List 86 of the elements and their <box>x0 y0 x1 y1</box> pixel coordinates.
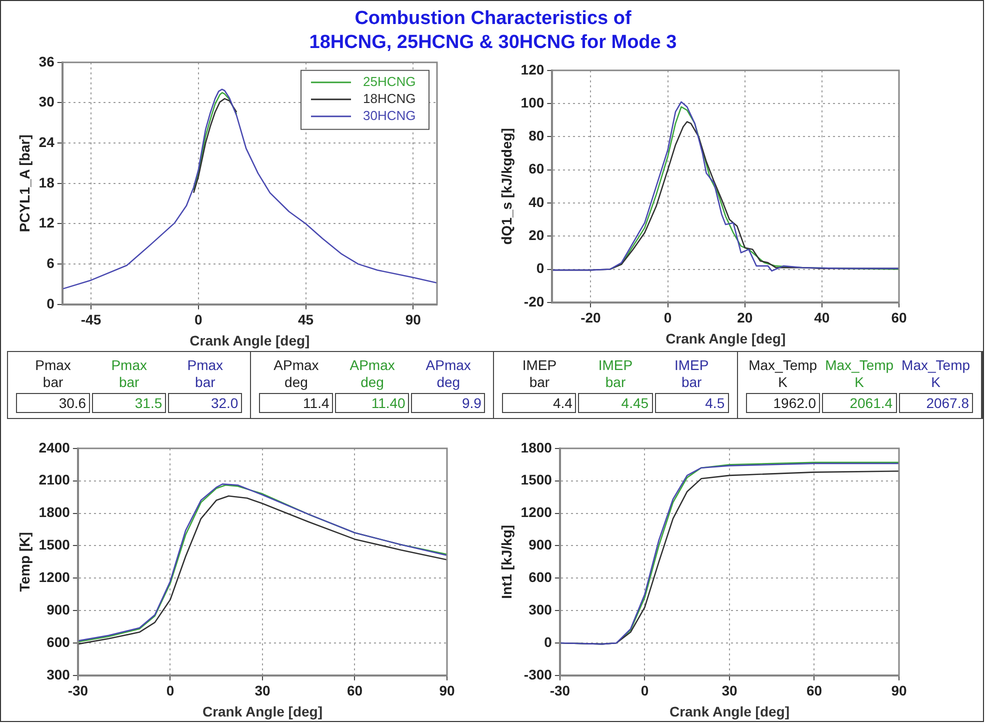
legend-label: 18HCNG <box>363 90 416 106</box>
x-axis-title: Crank Angle [deg] <box>669 703 790 720</box>
data-label: 11.4 <box>259 393 334 413</box>
x-tick-label: 90 <box>891 682 907 699</box>
category-label: IMEP bar <box>674 357 709 390</box>
y-tick-label: 6 <box>46 254 55 271</box>
x-tick-label: 90 <box>439 682 455 699</box>
x-tick-label: 60 <box>346 682 363 699</box>
category-label: IMEP bar <box>598 357 633 390</box>
x-tick-label: 0 <box>194 312 202 328</box>
data-label: 2067.8 <box>898 393 974 413</box>
data-label: 1962.0 <box>746 393 820 413</box>
category-label: Max_Temp K <box>825 357 894 390</box>
x-tick-label: -30 <box>68 682 88 699</box>
y-axis-title: dQ1_s [kJ/kgdeg] <box>498 128 514 245</box>
x-tick-label: -20 <box>580 310 602 326</box>
data-label: 11.40 <box>335 393 410 413</box>
x-tick-label: 20 <box>737 310 753 326</box>
y-tick-label: 30 <box>38 94 55 110</box>
y-tick-label: -300 <box>524 666 552 682</box>
data-label: 4.45 <box>578 393 653 413</box>
x-tick-label: 60 <box>806 682 822 699</box>
y-tick-label: 900 <box>528 536 552 553</box>
x-axis-title: Crank Angle [deg] <box>190 332 310 348</box>
data-label: 9.9 <box>411 393 486 413</box>
x-tick-label: 30 <box>722 682 738 699</box>
y-tick-label: 40 <box>528 194 544 210</box>
y-tick-label: 1800 <box>520 439 552 456</box>
data-label: 4.5 <box>654 393 729 413</box>
y-tick-label: 24 <box>38 134 55 150</box>
data-label: 32.0 <box>168 393 242 413</box>
y-tick-label: 100 <box>520 94 544 110</box>
y-tick-label: 0 <box>536 260 544 276</box>
y-tick-label: 300 <box>46 666 70 682</box>
y-tick-label: 600 <box>528 568 552 585</box>
y-axis-title: PCYL1_A [bar] <box>16 134 32 232</box>
data-label: 31.5 <box>92 393 166 413</box>
y-tick-label: 1500 <box>520 472 552 488</box>
category-label: Max_Temp K <box>902 357 970 390</box>
legend-label: 25HCNG <box>363 74 416 89</box>
x-tick-label: 30 <box>254 682 270 699</box>
category-label: APmax deg <box>350 357 395 390</box>
y-tick-label: 900 <box>46 601 70 618</box>
category-label: Pmax bar <box>111 357 147 390</box>
y-tick-label: 600 <box>46 634 70 650</box>
category-label: Pmax bar <box>187 357 224 390</box>
y-tick-label: 20 <box>528 226 544 243</box>
y-tick-label: 1500 <box>38 536 70 553</box>
legend-label: 30HCNG <box>363 108 416 123</box>
y-tick-label: 120 <box>520 61 544 78</box>
y-axis-title: Temp [K] <box>16 532 32 592</box>
x-tick-label: -45 <box>80 312 102 328</box>
x-axis-title: Crank Angle [deg] <box>666 330 786 346</box>
x-tick-label: 0 <box>664 310 672 326</box>
x-tick-label: 0 <box>640 682 649 699</box>
y-tick-label: 2400 <box>38 439 70 456</box>
x-axis-title: Crank Angle [deg] <box>202 703 322 720</box>
x-tick-label: 0 <box>166 682 174 699</box>
category-label: IMEP bar <box>521 357 558 391</box>
category-label: Pmax bar <box>34 357 72 391</box>
text: Combustion Characteristics of 18HCNG, 25HCNG & 30HCNG for Mode 3 <box>308 7 678 55</box>
y-tick-label: 60 <box>528 160 544 177</box>
category-label: Max_Temp K <box>748 357 818 391</box>
x-tick-label: 45 <box>298 312 314 328</box>
x-tick-label: 40 <box>814 310 830 326</box>
x-tick-label: 90 <box>405 312 422 328</box>
y-tick-label: 18 <box>38 174 55 190</box>
data-label: 2061.4 <box>822 393 897 413</box>
data-label: 4.4 <box>502 393 576 413</box>
y-tick-label: 1200 <box>520 504 552 520</box>
category-label: APmax deg <box>272 357 320 391</box>
y-tick-label: 80 <box>528 128 544 144</box>
x-tick-label: 60 <box>891 310 907 326</box>
y-tick-label: 1200 <box>38 568 70 585</box>
y-axis-title: Int1 [kJ/kg] <box>498 524 514 599</box>
y-tick-label: 0 <box>46 295 55 312</box>
category-label: APmax deg <box>426 357 471 390</box>
x-tick-label: -30 <box>550 682 570 699</box>
y-tick-label: 12 <box>38 214 55 231</box>
data-label: 30.6 <box>16 393 90 413</box>
y-tick-label: -20 <box>524 293 544 310</box>
y-tick-label: 300 <box>528 601 552 618</box>
y-tick-label: 0 <box>544 634 552 650</box>
y-tick-label: 1800 <box>38 504 70 520</box>
y-tick-label: 2100 <box>38 472 70 488</box>
y-tick-label: 36 <box>38 53 55 70</box>
